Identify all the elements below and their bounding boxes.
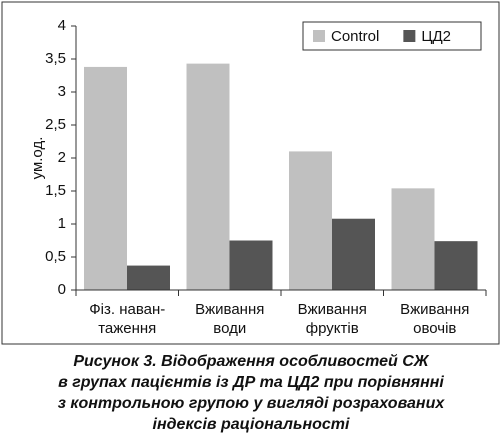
chart-frame (1, 1, 500, 345)
legend-label: Control (331, 28, 379, 45)
bar (391, 188, 435, 290)
bar (229, 240, 273, 290)
y-tick-label: 2,5 (45, 116, 66, 133)
caption-line: Рисунок 3. Відображення особливостей СЖ (73, 353, 429, 370)
y-tick-label: 0,5 (45, 248, 66, 265)
y-tick-label: 2 (58, 149, 66, 166)
x-tick-label: фруктів (306, 320, 359, 337)
x-tick-label: води (213, 320, 246, 337)
bar (289, 151, 332, 290)
bar (84, 66, 127, 290)
x-tick-label: таження (98, 320, 156, 337)
bar (332, 218, 375, 290)
bar (127, 265, 170, 290)
y-tick-label: 1,5 (45, 182, 66, 199)
y-tick-label: 4 (58, 17, 66, 34)
bar (434, 241, 478, 290)
y-tick-label: 3 (58, 83, 66, 100)
bar (186, 63, 230, 291)
x-tick-label: Фіз. наван- (89, 301, 165, 318)
legend-label: ЦД2 (421, 28, 451, 45)
y-tick-label: 1 (58, 215, 66, 232)
caption-line: індексів раціональності (153, 416, 350, 433)
caption-line: з контрольною групою у вигляді розрахова… (58, 395, 446, 412)
y-tick-label: 0 (58, 281, 66, 298)
x-tick-label: Вживання (400, 301, 469, 318)
y-axis-label: ум.од. (29, 137, 46, 180)
legend-box (302, 21, 482, 51)
legend-swatch (313, 30, 325, 42)
x-tick-label: Вживання (195, 301, 264, 318)
legend-swatch (403, 30, 416, 42)
x-tick-label: овочів (413, 320, 456, 337)
caption-line: в групах пацієнтів із ДР та ЦД2 при порі… (58, 374, 444, 391)
y-tick-label: 3,5 (45, 50, 66, 67)
x-tick-label: Вживання (298, 301, 367, 318)
